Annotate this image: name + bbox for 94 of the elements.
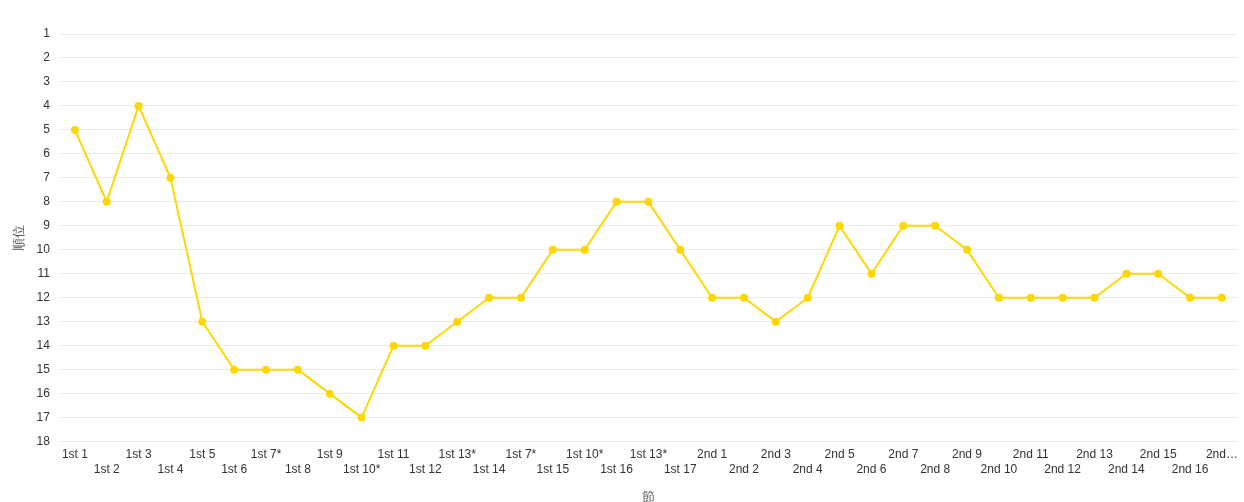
x-tick-label: 2nd 10 — [980, 461, 1018, 476]
point — [708, 293, 717, 302]
x-tick-label: 1st 2 — [93, 461, 121, 476]
point — [166, 173, 175, 182]
x-tick-label: 2nd 13 — [1076, 447, 1114, 462]
x-tick-label: 1st 13* — [629, 447, 668, 462]
point — [293, 365, 302, 374]
x-tick-label: 2nd 14 — [1107, 461, 1146, 476]
y-tick-label: 3 — [43, 74, 51, 89]
point — [644, 197, 653, 206]
point — [485, 293, 494, 302]
point — [1154, 269, 1163, 278]
point — [676, 245, 685, 254]
y-tick-label: 5 — [43, 122, 51, 137]
x-tick-label: 1st 14 — [472, 461, 506, 476]
point — [262, 365, 271, 374]
x-tick-label: 2nd 12 — [1044, 461, 1082, 476]
y-tick-label: 13 — [36, 314, 51, 329]
x-tick-label: 2nd 5 — [824, 447, 855, 462]
point — [1186, 293, 1195, 302]
point — [421, 341, 430, 350]
point — [931, 221, 940, 230]
point — [739, 293, 748, 302]
point — [580, 245, 589, 254]
x-tick-label: 1st 13* — [438, 447, 477, 462]
x-tick-label: 1st 7* — [250, 447, 282, 462]
y-tick-label: 10 — [36, 242, 51, 257]
x-tick-label: 1st 3 — [125, 447, 152, 462]
x-tick-label: 2nd 3 — [760, 447, 792, 462]
x-tick-label: 1st 8 — [284, 461, 312, 476]
point — [835, 221, 844, 230]
x-tick-label: 1st 6 — [221, 461, 248, 476]
point — [994, 293, 1003, 302]
y-tick-label: 1 — [43, 26, 51, 41]
point — [963, 245, 972, 254]
point — [70, 125, 79, 134]
x-tick-label: 2nd 11 — [1012, 447, 1049, 462]
point — [1090, 293, 1099, 302]
x-tick-label: 1st 10* — [566, 447, 604, 462]
point — [867, 269, 876, 278]
point — [134, 101, 143, 110]
y-tick-label: 2 — [43, 50, 51, 65]
x-tick-label: 2nd 1 — [697, 447, 728, 462]
x-tick-label: 2nd 16 — [1171, 461, 1209, 476]
point — [1058, 293, 1067, 302]
x-tick-label: 1st 9 — [316, 447, 344, 462]
x-tick-label: 1st 10* — [342, 461, 381, 476]
y-axis-title: 順位 — [11, 224, 27, 251]
x-tick-label: 1st 7* — [505, 447, 537, 462]
x-tick-label: 1st 11 — [377, 447, 410, 462]
point — [357, 413, 366, 422]
point — [102, 197, 111, 206]
y-tick-label: 18 — [36, 433, 51, 448]
x-tick-label: 2nd 8 — [920, 461, 951, 476]
y-tick-label: 15 — [36, 361, 51, 376]
y-tick-label: 4 — [43, 98, 51, 113]
point — [803, 293, 812, 302]
point — [516, 293, 525, 302]
point — [899, 221, 908, 230]
y-tick-label: 17 — [36, 409, 51, 424]
x-axis-title: 節 — [641, 488, 655, 502]
point — [1122, 269, 1131, 278]
x-tick-label: 2nd 7 — [888, 447, 919, 462]
y-tick-label: 12 — [36, 290, 51, 305]
y-tick-label: 16 — [36, 385, 51, 400]
point — [612, 197, 621, 206]
y-tick-label: 6 — [43, 146, 51, 161]
x-tick-label: 2nd… — [1205, 447, 1238, 462]
point — [1026, 293, 1035, 302]
point — [771, 317, 780, 326]
x-tick-label: 2nd 15 — [1139, 447, 1177, 462]
x-tick-label: 1st 17 — [663, 461, 697, 476]
point — [230, 365, 239, 374]
point — [1217, 293, 1226, 302]
x-tick-label: 1st 4 — [157, 461, 184, 476]
point — [198, 317, 207, 326]
y-tick-label: 7 — [43, 170, 51, 185]
point — [389, 341, 398, 350]
x-tick-label: 1st 15 — [536, 461, 570, 476]
x-tick-label: 1st 16 — [600, 461, 634, 476]
point — [453, 317, 462, 326]
y-tick-label: 9 — [43, 218, 51, 233]
x-tick-label: 1st 5 — [189, 447, 216, 462]
x-tick-label: 1st 12 — [409, 461, 443, 476]
y-tick-label: 11 — [37, 266, 51, 281]
y-tick-label: 14 — [36, 338, 51, 353]
y-tick-label: 8 — [43, 194, 51, 209]
point — [548, 245, 557, 254]
point — [325, 389, 334, 398]
x-tick-label: 1st 1 — [61, 447, 89, 462]
x-tick-label: 2nd 4 — [792, 461, 824, 476]
x-tick-label: 2nd 9 — [952, 447, 983, 462]
x-tick-label: 2nd 2 — [728, 461, 760, 476]
x-tick-label: 2nd 6 — [856, 461, 887, 476]
